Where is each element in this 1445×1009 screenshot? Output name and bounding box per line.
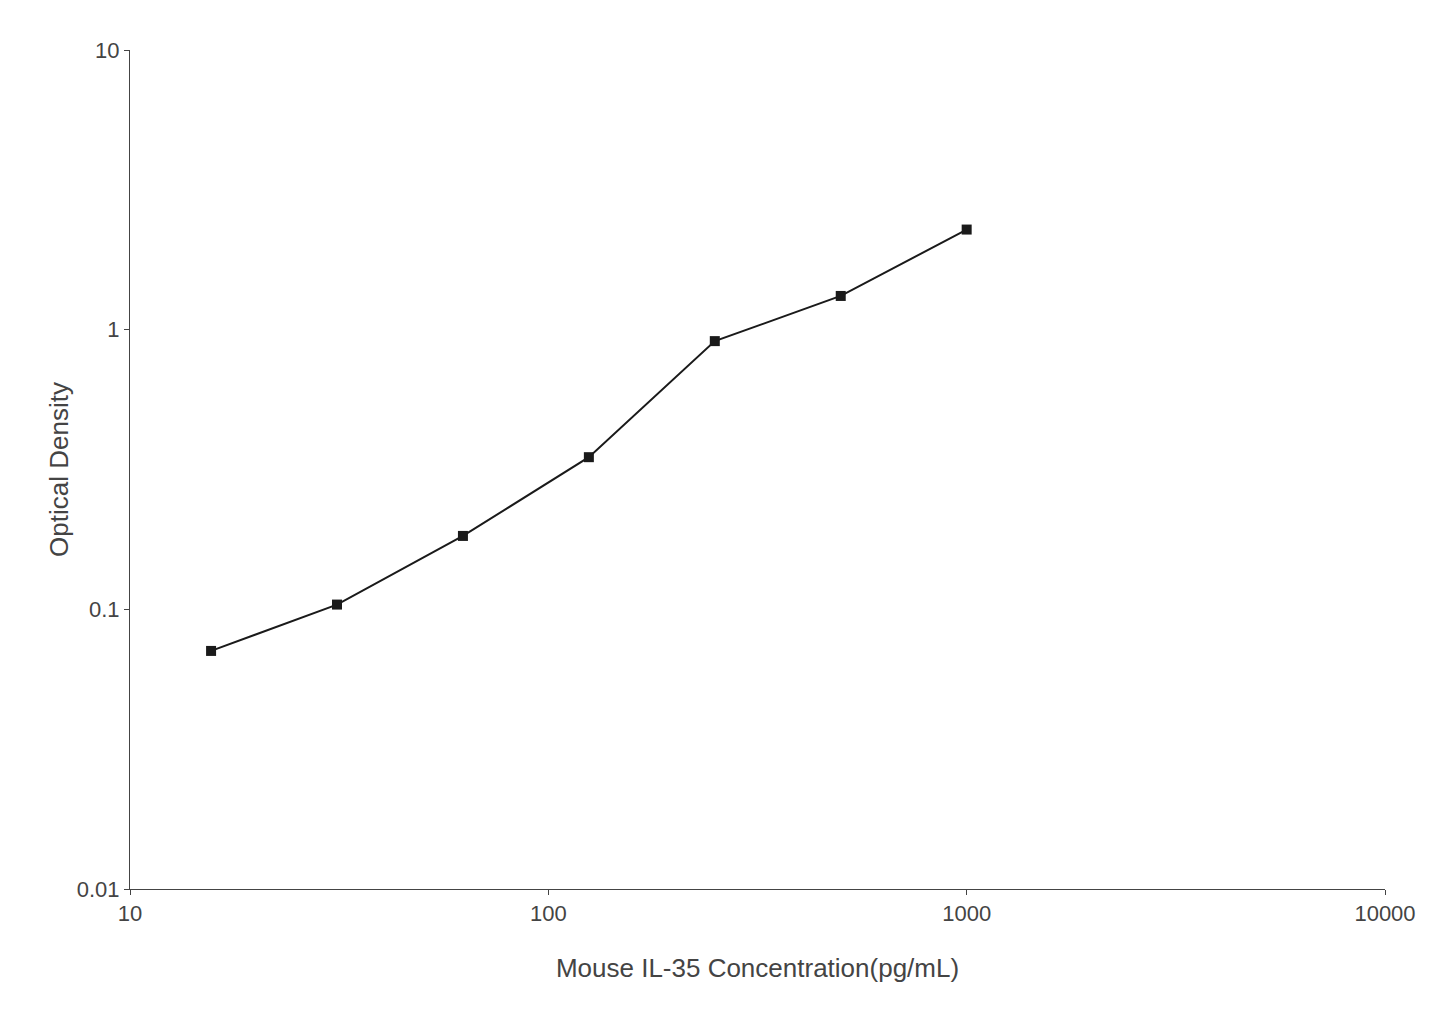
svg-text:Optical Density: Optical Density <box>44 382 74 557</box>
svg-text:Mouse IL-35 Concentration(pg/m: Mouse IL-35 Concentration(pg/mL) <box>556 953 959 983</box>
svg-text:10000: 10000 <box>1354 901 1415 926</box>
svg-text:1: 1 <box>107 317 119 342</box>
svg-text:10: 10 <box>118 901 142 926</box>
svg-text:100: 100 <box>530 901 567 926</box>
svg-text:1000: 1000 <box>942 901 991 926</box>
svg-text:10: 10 <box>95 38 119 63</box>
svg-text:0.1: 0.1 <box>89 597 120 622</box>
svg-text:0.01: 0.01 <box>77 877 120 902</box>
